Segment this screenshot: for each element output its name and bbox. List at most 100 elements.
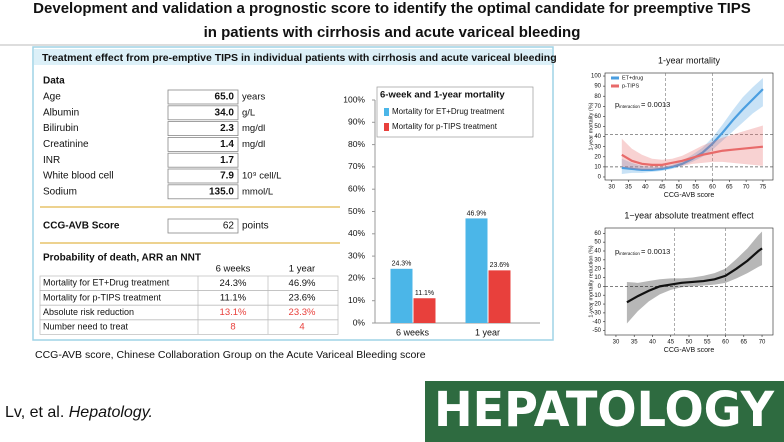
- table-cell: 11.1%: [220, 292, 247, 303]
- x-axis-label: CCG-AVB score: [664, 347, 715, 354]
- bar-value-label: 46.9%: [467, 210, 487, 217]
- y-axis-label: 1-year mortality reduction (%): [588, 245, 594, 317]
- footnote: CCG-AVB score, Chinese Collaboration Gro…: [35, 349, 426, 361]
- score-unit: points: [242, 221, 269, 232]
- panel-header: Treatment effect from pre-emptive TIPS i…: [42, 52, 557, 64]
- x-tick-label: 45: [667, 340, 674, 346]
- x-tick-label: 50: [676, 185, 683, 191]
- y-tick-label: 20: [594, 154, 601, 160]
- y-tick-label: 50: [594, 240, 601, 246]
- x-tick-label: 65: [740, 340, 747, 346]
- y-tick-label: 10%: [348, 295, 365, 305]
- row-value: 34.0: [215, 107, 235, 118]
- section-heading: Probability of death, ARR an NNT: [43, 253, 201, 264]
- x-tick-label: 30: [613, 340, 620, 346]
- legend-swatch: [384, 123, 389, 131]
- legend-label: p-TIPS: [622, 83, 639, 89]
- row-label: Age: [43, 92, 61, 103]
- citation-journal: Hepatology.: [69, 404, 153, 421]
- title-line: Development and validation a prognostic …: [33, 0, 751, 17]
- line: [626, 247, 763, 304]
- x-tick-label: 65: [726, 185, 733, 191]
- table-cell: 4: [299, 322, 304, 333]
- x-axis-label: CCG-AVB score: [664, 192, 715, 199]
- y-tick-label: 0: [598, 284, 602, 290]
- y-tick-label: 30: [594, 257, 601, 263]
- y-tick-label: 60%: [348, 183, 365, 193]
- section-heading: Data: [43, 76, 65, 87]
- confidence-band: [621, 125, 763, 170]
- bar-value-label: 11.1%: [415, 290, 434, 297]
- journal-logo: [425, 381, 784, 442]
- annotation: pinteraction= 0.0013: [615, 100, 670, 109]
- y-tick-label: 80%: [348, 139, 365, 149]
- legend-swatch: [384, 108, 389, 116]
- legend-label: ET+drug: [622, 75, 643, 81]
- bar-legend-box: [376, 86, 534, 138]
- row-value: 7.9: [220, 171, 234, 182]
- y-tick-label: 40%: [348, 228, 365, 238]
- row-value: 1.7: [220, 155, 234, 166]
- x-tick-label: 60: [722, 340, 729, 346]
- y-tick-label: 100: [591, 74, 602, 80]
- y-tick-label: 70: [594, 104, 601, 110]
- y-tick-label: 20%: [348, 273, 365, 283]
- table-cell: 24.3%: [220, 278, 247, 289]
- row-value: 135.0: [209, 186, 234, 197]
- x-tick-label: 70: [743, 185, 750, 191]
- chart-title: 1−year absolute treatment effect: [624, 210, 754, 220]
- y-tick-label: 0: [598, 175, 602, 181]
- y-tick-label: 90%: [348, 117, 365, 127]
- row-value: 65.0: [215, 92, 235, 103]
- confidence-band: [626, 231, 763, 324]
- value-box: [167, 121, 239, 136]
- annotation-symbol: p: [615, 247, 619, 256]
- bar-value-label: 23.6%: [490, 262, 510, 269]
- row-label: Sodium: [43, 186, 77, 197]
- line: [621, 145, 764, 166]
- column-header: 1 year: [289, 264, 315, 275]
- row-unit: 10⁹ cell/L: [242, 171, 281, 182]
- y-tick-label: 90: [594, 84, 601, 90]
- legend-label: Mortality for ET+Drug treatment: [392, 107, 505, 116]
- value-box: [167, 136, 239, 152]
- x-tick-label: 30: [608, 185, 615, 191]
- table-row: [39, 319, 339, 335]
- x-tick-label: 50: [686, 340, 693, 346]
- row-label: Bilirubin: [43, 123, 79, 134]
- y-tick-label: 40: [594, 249, 601, 255]
- annotation: pinteraction= 0.0013: [615, 247, 670, 256]
- y-tick-label: 30: [594, 144, 601, 150]
- table-cell: 46.9%: [289, 278, 316, 289]
- score-label: CCG-AVB Score: [43, 221, 120, 232]
- y-tick-label: -20: [592, 302, 601, 308]
- row-unit: mg/dl: [242, 123, 265, 134]
- bar: [488, 270, 511, 323]
- x-tick-label: 70: [759, 340, 766, 346]
- y-tick-label: 50%: [348, 206, 365, 216]
- y-tick-label: -50: [592, 328, 601, 334]
- x-tick-label: 6 weeks: [396, 327, 430, 337]
- x-tick-label: 40: [642, 185, 649, 191]
- row-value: 2.3: [220, 123, 234, 134]
- citation: Lv, et al. Hepatology.: [5, 404, 153, 421]
- y-axis-label: 1-year mortality (%): [588, 102, 594, 150]
- table-row-label: Mortality for ET+Drug treatment: [43, 278, 170, 288]
- y-tick-label: 60: [594, 231, 601, 237]
- table-cell: 8: [230, 322, 235, 333]
- row-label: INR: [43, 155, 60, 166]
- annotation-subscript: interaction: [619, 104, 640, 109]
- y-tick-label: -10: [592, 293, 601, 299]
- x-tick-label: 35: [625, 185, 632, 191]
- score-value: 62: [223, 221, 235, 232]
- x-tick-label: 55: [704, 340, 711, 346]
- y-tick-label: 80: [594, 94, 601, 100]
- bar: [413, 298, 436, 323]
- annotation-symbol: p: [615, 100, 619, 109]
- bar: [390, 268, 413, 323]
- y-tick-label: 70%: [348, 161, 365, 171]
- y-tick-label: -30: [592, 310, 601, 316]
- annotation-text: = 0.0013: [641, 100, 670, 109]
- table-row-label: Number need to treat: [43, 321, 129, 331]
